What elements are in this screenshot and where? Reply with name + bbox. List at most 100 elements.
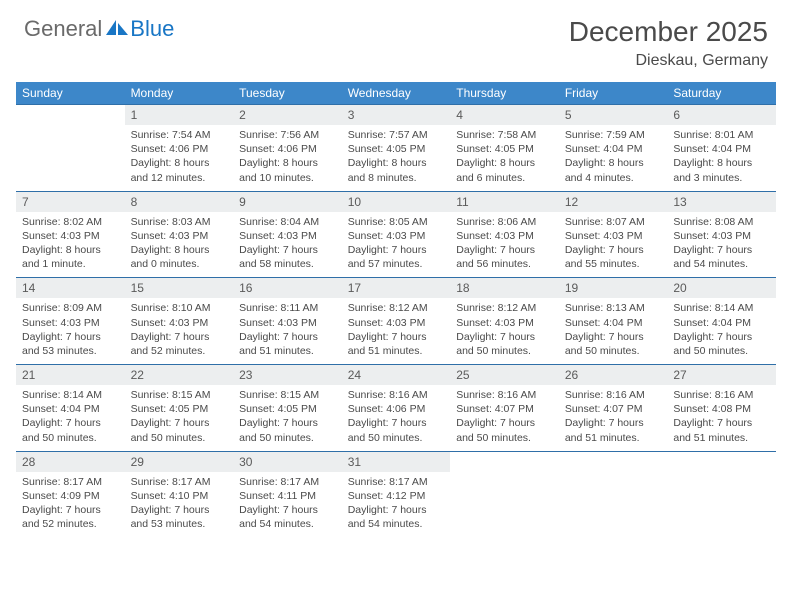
- day-cell-line: Daylight: 7 hours: [673, 243, 770, 257]
- day-cell-line: Sunrise: 7:54 AM: [131, 128, 228, 142]
- day-cell: Sunrise: 8:17 AMSunset: 4:12 PMDaylight:…: [342, 472, 451, 538]
- day-number: [16, 105, 125, 126]
- day-cell-line: Daylight: 7 hours: [131, 503, 228, 517]
- day-cell-line: Daylight: 8 hours: [348, 156, 445, 170]
- day-cell: [450, 472, 559, 538]
- day-cell-line: Sunset: 4:03 PM: [239, 316, 336, 330]
- dayhead-tue: Tuesday: [233, 82, 342, 105]
- day-cell-line: and 1 minute.: [22, 257, 119, 271]
- day-cell: Sunrise: 8:17 AMSunset: 4:09 PMDaylight:…: [16, 472, 125, 538]
- day-number: 1: [125, 105, 234, 126]
- day-cell-line: Sunset: 4:04 PM: [673, 316, 770, 330]
- day-cell-line: Sunset: 4:03 PM: [348, 229, 445, 243]
- day-number: 5: [559, 105, 668, 126]
- day-cell-line: Daylight: 7 hours: [239, 243, 336, 257]
- day-number: 3: [342, 105, 451, 126]
- day-number: 15: [125, 278, 234, 299]
- day-cell-line: Sunrise: 7:59 AM: [565, 128, 662, 142]
- day-cell-line: Daylight: 7 hours: [673, 416, 770, 430]
- day-cell: Sunrise: 8:13 AMSunset: 4:04 PMDaylight:…: [559, 298, 668, 364]
- day-cell-line: and 50 minutes.: [22, 431, 119, 445]
- day-cell-line: Sunrise: 8:09 AM: [22, 301, 119, 315]
- day-cell-line: Sunrise: 8:16 AM: [673, 388, 770, 402]
- day-cell-line: Sunset: 4:03 PM: [131, 229, 228, 243]
- day-cell: Sunrise: 7:57 AMSunset: 4:05 PMDaylight:…: [342, 125, 451, 191]
- day-cell-line: and 51 minutes.: [239, 344, 336, 358]
- day-cell-line: Daylight: 7 hours: [239, 330, 336, 344]
- day-cell-line: Sunrise: 8:16 AM: [456, 388, 553, 402]
- header: General Blue December 2025 Dieskau, Germ…: [0, 0, 792, 78]
- day-cell-line: Daylight: 7 hours: [22, 330, 119, 344]
- day-cell-line: Daylight: 7 hours: [565, 243, 662, 257]
- content-row: Sunrise: 8:17 AM Sunset: 4:09 PM Daylight:…: [16, 472, 776, 538]
- day-cell-line: Sunrise: 7:56 AM: [239, 128, 336, 142]
- day-cell-line: Daylight: 8 hours: [673, 156, 770, 170]
- day-cell-line: Sunrise: 8:11 AM: [239, 301, 336, 315]
- day-cell-line: Sunset: 4:03 PM: [22, 316, 119, 330]
- day-cell-line: and 12 minutes.: [131, 171, 228, 185]
- day-cell-line: and 4 minutes.: [565, 171, 662, 185]
- dayhead-wed: Wednesday: [342, 82, 451, 105]
- dayhead-mon: Monday: [125, 82, 234, 105]
- day-number: 13: [667, 191, 776, 212]
- day-cell-line: Sunrise: 8:15 AM: [131, 388, 228, 402]
- day-cell: Sunrise: 8:12 AMSunset: 4:03 PMDaylight:…: [450, 298, 559, 364]
- content-row: Sunrise: 8:02 AMSunset: 4:03 PMDaylight:…: [16, 212, 776, 278]
- day-cell-line: Sunset: 4:05 PM: [131, 402, 228, 416]
- logo-sail-icon: [106, 18, 128, 41]
- day-cell: Sunrise: 7:54 AMSunset: 4:06 PMDaylight:…: [125, 125, 234, 191]
- day-number: 23: [233, 365, 342, 386]
- day-cell-line: and 54 minutes.: [673, 257, 770, 271]
- page-title: December 2025: [569, 16, 768, 48]
- day-cell-line: Sunrise: 8:12 AM: [456, 301, 553, 315]
- day-cell-line: Sunset: 4:03 PM: [22, 229, 119, 243]
- day-cell: Sunrise: 8:12 AMSunset: 4:03 PMDaylight:…: [342, 298, 451, 364]
- day-cell-line: and 0 minutes.: [131, 257, 228, 271]
- day-number: 10: [342, 191, 451, 212]
- day-number: 20: [667, 278, 776, 299]
- day-cell-line: Daylight: 7 hours: [456, 243, 553, 257]
- day-number: 16: [233, 278, 342, 299]
- day-number: 7: [16, 191, 125, 212]
- day-cell-line: and 50 minutes.: [673, 344, 770, 358]
- day-cell: Sunrise: 8:16 AMSunset: 4:07 PMDaylight:…: [559, 385, 668, 451]
- day-cell-line: Sunset: 4:07 PM: [565, 402, 662, 416]
- day-cell-line: and 10 minutes.: [239, 171, 336, 185]
- day-cell-line: Sunrise: 8:14 AM: [673, 301, 770, 315]
- day-cell-line: Sunrise: 8:01 AM: [673, 128, 770, 142]
- day-number: 19: [559, 278, 668, 299]
- day-cell-line: Sunset: 4:06 PM: [239, 142, 336, 156]
- calendar-table: Sunday Monday Tuesday Wednesday Thursday…: [16, 82, 776, 537]
- day-cell: Sunrise: 8:05 AMSunset: 4:03 PMDaylight:…: [342, 212, 451, 278]
- day-cell-line: Sunset: 4:04 PM: [565, 142, 662, 156]
- day-cell: Sunrise: 8:14 AMSunset: 4:04 PMDaylight:…: [667, 298, 776, 364]
- day-cell: [667, 472, 776, 538]
- day-cell-line: Daylight: 7 hours: [239, 416, 336, 430]
- day-cell-line: Sunrise: 8:02 AM: [22, 215, 119, 229]
- day-cell-line: and 50 minutes.: [131, 431, 228, 445]
- day-cell-line: and 53 minutes.: [22, 344, 119, 358]
- day-cell-line: Daylight: 7 hours: [131, 330, 228, 344]
- daynum-row: 21222324252627: [16, 365, 776, 386]
- day-cell-line: and 8 minutes.: [348, 171, 445, 185]
- day-cell: [16, 125, 125, 191]
- day-cell-line: and 51 minutes.: [673, 431, 770, 445]
- day-cell: [559, 472, 668, 538]
- day-cell-line: and 52 minutes.: [22, 517, 119, 531]
- dayhead-sat: Saturday: [667, 82, 776, 105]
- day-cell-line: Daylight: 7 hours: [565, 330, 662, 344]
- day-header-row: Sunday Monday Tuesday Wednesday Thursday…: [16, 82, 776, 105]
- day-number: 11: [450, 191, 559, 212]
- day-cell-line: Sunrise: 8:07 AM: [565, 215, 662, 229]
- day-cell-line: Daylight: 7 hours: [348, 330, 445, 344]
- day-cell-line: Sunrise: 8:17 AM: [239, 475, 336, 489]
- day-cell-line: Sunset: 4:09 PM: [22, 489, 119, 503]
- day-cell-line: and 54 minutes.: [239, 517, 336, 531]
- day-number: 21: [16, 365, 125, 386]
- day-cell-line: Sunset: 4:03 PM: [456, 229, 553, 243]
- day-cell: Sunrise: 8:06 AMSunset: 4:03 PMDaylight:…: [450, 212, 559, 278]
- day-cell-line: Sunrise: 8:16 AM: [565, 388, 662, 402]
- day-cell-line: and 54 minutes.: [348, 517, 445, 531]
- day-cell-line: Daylight: 8 hours: [22, 243, 119, 257]
- day-cell-line: Sunrise: 8:16 AM: [348, 388, 445, 402]
